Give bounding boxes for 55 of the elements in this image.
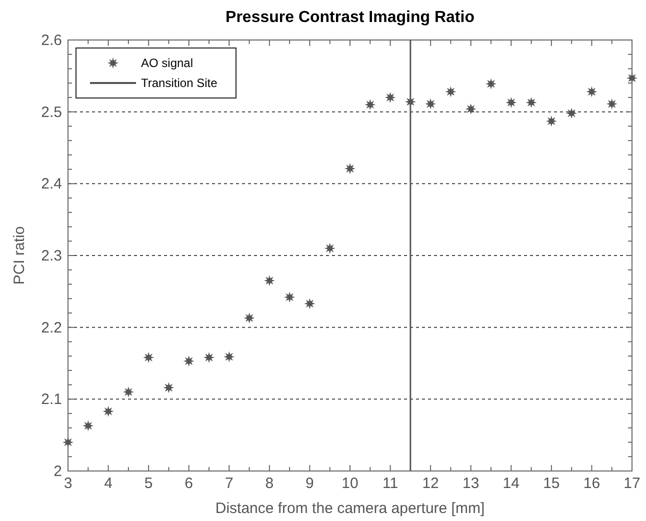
x-tick-label: 12 (422, 475, 439, 492)
x-axis-title: Distance from the camera aperture [mm] (215, 500, 485, 517)
y-tick-label: 2.1 (41, 391, 62, 408)
point (566, 108, 578, 119)
point (445, 86, 456, 98)
x-tick-label: 6 (184, 475, 194, 492)
x-tick-label: 5 (144, 475, 153, 492)
y-tick-label: 2.2 (41, 319, 62, 336)
x-tick-label: 7 (224, 475, 234, 492)
point (143, 352, 154, 364)
x-tick-label: 13 (462, 475, 480, 492)
point (62, 436, 74, 448)
legend-label: AO signal (141, 56, 194, 70)
point (486, 78, 496, 90)
point (122, 386, 134, 398)
point (324, 242, 336, 254)
point (204, 352, 214, 364)
point (163, 382, 174, 394)
x-tick-label: 16 (583, 475, 600, 492)
y-axis-title: PCI ratio (11, 226, 28, 285)
point (586, 86, 598, 98)
x-tick-label: 8 (265, 475, 274, 492)
x-tick-label: 4 (104, 475, 112, 492)
point (224, 351, 235, 362)
point (82, 420, 94, 432)
y-tick-label: 2.4 (41, 176, 62, 193)
point (384, 92, 396, 103)
y-tick-label: 2 (54, 463, 62, 480)
x-tick-label: 14 (502, 475, 520, 492)
point (244, 312, 255, 324)
point (606, 98, 618, 110)
x-tick-label: 10 (342, 475, 358, 492)
y-tick-label: 2.3 (41, 248, 62, 264)
x-tick-label: 9 (306, 475, 314, 492)
point (264, 275, 275, 286)
x-tick-label: 17 (624, 475, 640, 492)
point (465, 103, 476, 114)
point (304, 298, 316, 310)
point (626, 72, 638, 84)
y-tick-label: 2.6 (41, 32, 62, 49)
point (183, 356, 194, 367)
point (344, 163, 356, 174)
point (506, 96, 517, 108)
y-tick-label: 2.5 (41, 104, 62, 121)
legend-label: Transition Site (141, 76, 218, 90)
point (425, 98, 436, 110)
x-tick-label: 15 (543, 475, 560, 492)
chart-title: Pressure Contrast Imaging Ratio (226, 9, 475, 26)
x-tick-label: 11 (382, 475, 398, 492)
point (546, 116, 557, 127)
x-tick-label: 3 (64, 475, 72, 492)
point (364, 99, 376, 110)
point (526, 96, 537, 108)
point (284, 292, 296, 303)
point (102, 406, 114, 417)
